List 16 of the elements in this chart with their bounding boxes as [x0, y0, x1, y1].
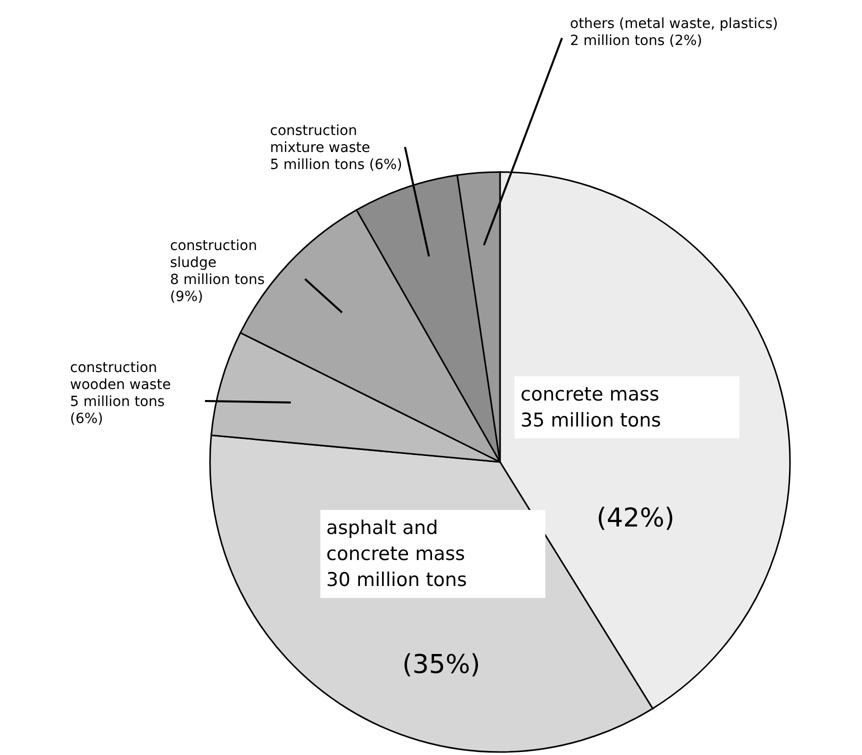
text: (42%)	[596, 503, 675, 534]
slice-label: others (metal waste, plastics)	[570, 16, 778, 32]
text: (35%)	[402, 650, 480, 680]
text: (6%)	[70, 411, 104, 427]
data-label: 30 million tons	[326, 568, 467, 591]
data-label: 5 million tons	[70, 394, 165, 410]
slice-label: construction mixture waste	[270, 123, 370, 156]
data-label: 8 million tons	[170, 272, 265, 288]
slice-label: concrete mass	[520, 383, 660, 406]
data-label: 35 million tons	[520, 409, 662, 432]
slice-label: asphalt and concrete mass	[326, 516, 466, 565]
text: 5 million tons (6%)	[270, 157, 402, 173]
slice-label: construction wooden waste	[70, 360, 171, 393]
slice-label: construction sludge	[170, 238, 258, 271]
text: (9%)	[170, 289, 204, 305]
text: 2 million tons (2%)	[570, 33, 702, 49]
